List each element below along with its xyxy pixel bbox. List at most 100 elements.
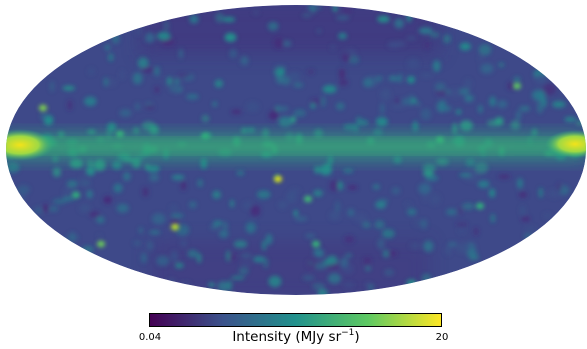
emission-blob bbox=[510, 120, 521, 130]
emission-blob bbox=[250, 205, 261, 217]
emission-blob bbox=[480, 63, 494, 74]
emission-blob bbox=[418, 27, 433, 35]
emission-blob bbox=[375, 75, 383, 82]
emission-blob bbox=[406, 279, 417, 287]
emission-blob bbox=[548, 189, 561, 198]
emission-blob bbox=[404, 201, 412, 207]
emission-blob bbox=[132, 72, 143, 85]
emission-blob bbox=[380, 88, 391, 101]
emission-blob bbox=[108, 53, 114, 62]
emission-blob bbox=[261, 240, 267, 251]
emission-blob bbox=[467, 249, 478, 259]
colorbar bbox=[149, 313, 442, 327]
emission-blob bbox=[537, 101, 544, 114]
emission-blob bbox=[103, 196, 112, 204]
emission-blob bbox=[84, 96, 97, 107]
emission-blob bbox=[520, 205, 526, 216]
emission-blob bbox=[140, 252, 147, 264]
emission-blob bbox=[459, 120, 473, 132]
emission-blob bbox=[413, 218, 422, 227]
emission-blob bbox=[407, 76, 415, 84]
emission-blob bbox=[339, 68, 345, 80]
emission-blob bbox=[478, 56, 483, 61]
emission-blob bbox=[62, 196, 75, 202]
emission-blob bbox=[52, 167, 61, 178]
emission-blob bbox=[531, 128, 538, 137]
emission-blob bbox=[277, 106, 289, 112]
emission-blob bbox=[222, 17, 236, 22]
emission-blob bbox=[575, 120, 585, 126]
colorbar-tick-max: 20 bbox=[435, 332, 449, 343]
emission-blob bbox=[273, 68, 285, 77]
emission-blob bbox=[449, 88, 462, 98]
emission-blob bbox=[489, 96, 496, 107]
emission-blob bbox=[170, 250, 179, 262]
emission-blob bbox=[335, 201, 340, 213]
emission-blob bbox=[464, 95, 475, 100]
emission-blob bbox=[171, 174, 185, 180]
emission-blob bbox=[302, 12, 312, 18]
emission-blob bbox=[107, 78, 117, 87]
emission-blob bbox=[342, 263, 354, 275]
emission-blob bbox=[156, 255, 170, 267]
emission-blob bbox=[436, 101, 446, 113]
emission-blob bbox=[16, 185, 30, 194]
emission-blob bbox=[97, 234, 102, 239]
emission-blob bbox=[538, 187, 543, 198]
emission-blob bbox=[6, 162, 20, 173]
emission-blob bbox=[380, 103, 385, 115]
emission-blob bbox=[518, 191, 528, 198]
emission-blob bbox=[149, 230, 161, 235]
emission-blob bbox=[170, 213, 184, 218]
emission-blob bbox=[175, 224, 190, 236]
emission-blob bbox=[213, 220, 223, 226]
emission-blob bbox=[163, 20, 170, 32]
emission-blob bbox=[186, 93, 199, 100]
emission-blob bbox=[177, 73, 191, 78]
emission-blob bbox=[224, 32, 237, 43]
emission-blob bbox=[66, 180, 78, 188]
emission-blob bbox=[229, 48, 238, 59]
emission-blob bbox=[49, 81, 55, 92]
emission-blob bbox=[249, 127, 255, 132]
bright-source bbox=[39, 104, 47, 112]
emission-blob bbox=[265, 233, 273, 245]
emission-blob bbox=[282, 40, 292, 47]
emission-blob bbox=[422, 170, 434, 177]
emission-blob bbox=[104, 44, 110, 51]
emission-blob bbox=[519, 105, 531, 112]
emission-blob bbox=[423, 240, 434, 252]
galactic-plane-core bbox=[6, 141, 586, 151]
emission-blob bbox=[406, 35, 417, 41]
emission-blob bbox=[142, 187, 149, 197]
emission-blob bbox=[342, 48, 357, 57]
emission-blob bbox=[322, 258, 335, 267]
emission-blob bbox=[384, 268, 395, 277]
emission-blob bbox=[144, 163, 150, 169]
emission-blob bbox=[435, 89, 449, 96]
emission-blob bbox=[86, 159, 94, 168]
bright-source bbox=[513, 82, 521, 90]
emission-blob bbox=[515, 110, 522, 121]
emission-blob bbox=[180, 180, 187, 191]
emission-blob bbox=[458, 206, 463, 215]
emission-blob bbox=[465, 158, 475, 167]
emission-blob bbox=[151, 213, 166, 225]
emission-blob bbox=[82, 245, 94, 254]
emission-blob bbox=[535, 74, 547, 84]
emission-blob bbox=[446, 208, 457, 216]
emission-blob bbox=[445, 245, 452, 256]
emission-blob bbox=[233, 240, 248, 249]
emission-blob bbox=[215, 12, 224, 23]
bright-source bbox=[312, 240, 320, 248]
emission-blob bbox=[212, 101, 218, 107]
emission-blob bbox=[278, 116, 293, 127]
emission-blob bbox=[52, 198, 67, 205]
emission-blob bbox=[335, 15, 350, 21]
emission-blob bbox=[272, 108, 278, 120]
emission-blob bbox=[67, 99, 73, 111]
emission-blob bbox=[342, 5, 352, 16]
emission-blob bbox=[33, 206, 45, 214]
emission-blob bbox=[418, 183, 432, 195]
emission-blob bbox=[307, 69, 315, 75]
